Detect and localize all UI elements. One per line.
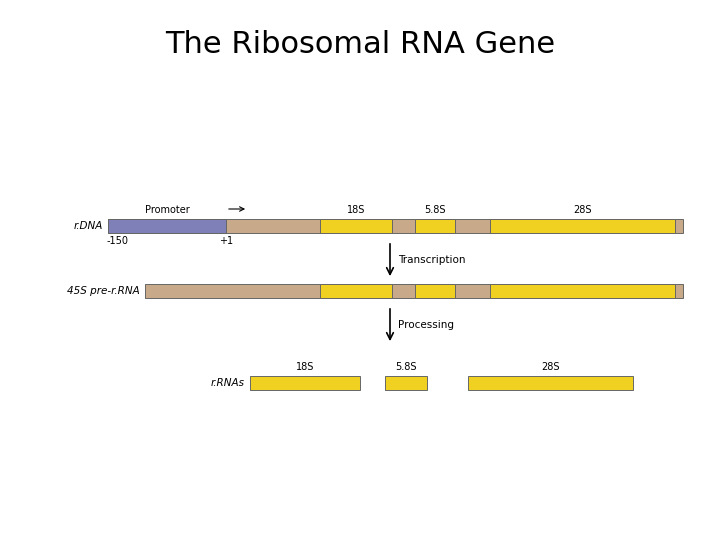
Bar [415,219,455,233]
Text: Transcription: Transcription [398,255,466,265]
Text: Processing: Processing [398,320,454,330]
Bar [108,219,226,233]
Text: r.RNAs: r.RNAs [211,378,245,388]
Text: +1: +1 [219,236,233,246]
Text: r.DNA: r.DNA [73,221,103,231]
Bar [320,219,392,233]
Bar [415,284,455,298]
Bar [490,284,675,298]
Text: 28S: 28S [541,362,559,372]
Text: The Ribosomal RNA Gene: The Ribosomal RNA Gene [165,30,555,59]
Text: 18S: 18S [296,362,314,372]
Text: 18S: 18S [347,205,365,215]
Bar [320,284,392,298]
Bar [250,376,360,390]
Bar [108,219,683,233]
Bar [145,284,683,298]
Text: 28S: 28S [573,205,592,215]
Text: 5.8S: 5.8S [424,205,446,215]
Bar [385,376,427,390]
Text: -150: -150 [107,236,129,246]
Text: Promoter: Promoter [145,205,189,215]
Bar [490,219,675,233]
Bar [468,376,633,390]
Text: 5.8S: 5.8S [395,362,417,372]
Text: 45S pre-r.RNA: 45S pre-r.RNA [67,286,140,296]
